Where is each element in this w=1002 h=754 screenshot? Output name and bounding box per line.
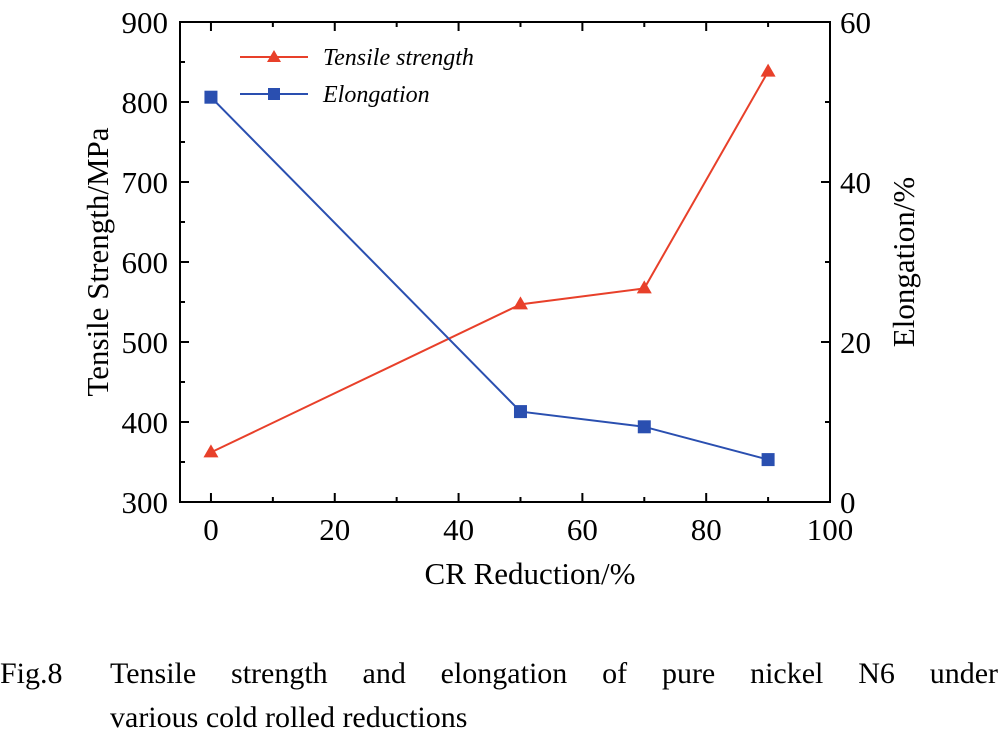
left-y-tick-label: 700 xyxy=(122,165,169,200)
data-point-triangle xyxy=(760,63,776,77)
right-y-axis-label: Elongation/% xyxy=(886,177,921,347)
data-point-triangle xyxy=(203,444,219,458)
left-y-tick-label: 400 xyxy=(122,405,169,440)
legend-marker-tensile xyxy=(267,50,281,62)
caption-label: Fig.8 xyxy=(0,657,63,690)
data-point-square xyxy=(637,420,651,434)
right-y-tick-label: 40 xyxy=(840,165,871,200)
left-y-tick-label: 600 xyxy=(122,245,169,280)
left-y-tick-label: 800 xyxy=(122,85,169,120)
left-y-tick-label: 500 xyxy=(122,325,169,360)
right-y-tick-label: 0 xyxy=(840,485,856,520)
right-y-tick-label: 20 xyxy=(840,325,871,360)
legend-label-tensile: Tensile strength xyxy=(323,45,474,71)
series-line-0 xyxy=(210,71,769,454)
caption-line-2: various cold rolled reductions xyxy=(110,701,468,734)
data-point-triangle xyxy=(636,280,652,294)
x-tick-label: 60 xyxy=(567,512,598,547)
x-tick-label: 100 xyxy=(807,512,854,547)
legend: Tensile strength Elongation xyxy=(240,45,474,108)
series-line-1 xyxy=(210,96,769,461)
left-y-tick-label: 900 xyxy=(122,5,169,40)
legend-marker-elongation xyxy=(268,88,280,100)
x-axis-ticks: 0 20 40 60 80 100 xyxy=(203,22,853,547)
x-tick-label: 0 xyxy=(203,512,219,547)
left-y-tick-label: 300 xyxy=(122,485,169,520)
x-tick-label: 40 xyxy=(443,512,474,547)
right-y-tick-label: 60 xyxy=(840,5,871,40)
data-point-square xyxy=(513,405,527,419)
figure-caption: Fig.8 Tensile strength and elongation of… xyxy=(0,652,1002,740)
x-tick-label: 80 xyxy=(691,512,722,547)
data-point-square xyxy=(761,453,775,467)
series-layer xyxy=(203,63,776,467)
legend-label-elongation: Elongation xyxy=(322,82,430,108)
chart: 0 20 40 60 80 100 300 400 500 600 700 800 900 0 20 40… xyxy=(80,5,921,591)
data-point-square xyxy=(204,90,218,104)
data-point-triangle xyxy=(512,296,528,310)
left-y-axis-label: Tensile Strength/MPa xyxy=(80,127,115,396)
x-axis-label: CR Reduction/% xyxy=(425,556,636,591)
left-y-axis-ticks: 300 400 500 600 700 800 900 xyxy=(122,5,189,520)
caption-line-1: Tensile strength and elongation of pure … xyxy=(110,657,998,690)
right-y-axis-ticks: 0 20 40 60 xyxy=(821,5,871,520)
x-tick-label: 20 xyxy=(319,512,350,547)
